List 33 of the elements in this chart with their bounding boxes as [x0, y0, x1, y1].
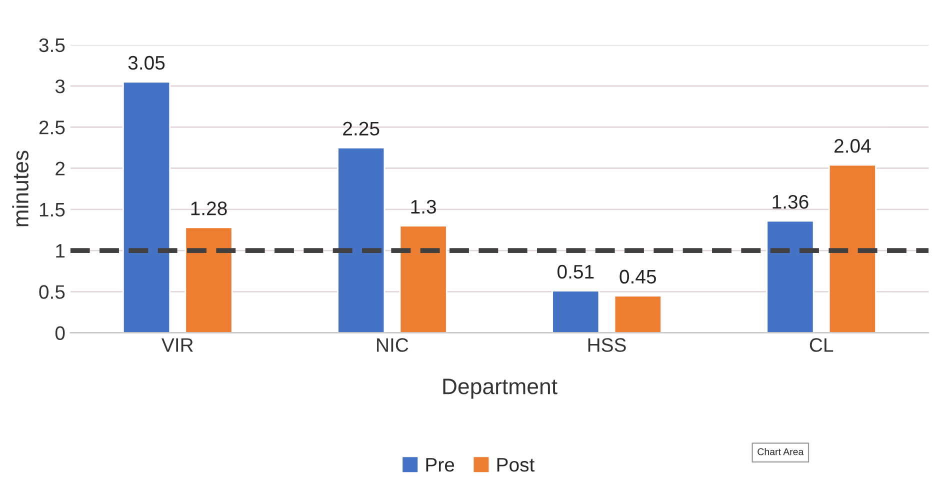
x-tick-label: NIC	[377, 338, 408, 352]
bar	[552, 290, 600, 333]
bar	[766, 220, 814, 333]
y-tick-label: 2.5	[39, 120, 65, 134]
bar	[614, 295, 662, 333]
bar	[399, 225, 448, 333]
text: Chart Area	[758, 448, 804, 456]
bar	[122, 81, 171, 333]
bar	[184, 226, 233, 333]
x-tick-label: CL	[810, 338, 834, 352]
y-tick-label: 3.5	[39, 38, 65, 52]
x-tick-label: VIR	[162, 338, 193, 352]
data-label: 0.51	[557, 264, 594, 279]
x-axis-title: Department	[443, 378, 558, 399]
legend-label: Post	[497, 458, 535, 472]
x-tick-label: HSS	[588, 338, 626, 352]
data-label: 1.28	[191, 202, 227, 216]
y-axis-title: minutes	[12, 150, 29, 226]
y-tick-label: 0.5	[39, 285, 65, 299]
data-label: 3.05	[128, 56, 165, 70]
data-label: 0.45	[620, 270, 656, 284]
data-label: 2.25	[343, 122, 380, 136]
y-tick-label: 1	[56, 244, 65, 258]
data-label: 1.3	[411, 200, 436, 214]
data-label: 1.36	[772, 194, 808, 209]
y-tick-label: 0	[55, 326, 65, 340]
y-tick-label: 2	[56, 162, 65, 176]
bar	[828, 164, 876, 333]
legend-label: Pre	[426, 458, 454, 472]
y-tick-label: 1.5	[40, 203, 65, 217]
data-label: 2.04	[834, 139, 871, 153]
bar	[337, 146, 386, 333]
y-tick-label: 3	[55, 79, 65, 94]
